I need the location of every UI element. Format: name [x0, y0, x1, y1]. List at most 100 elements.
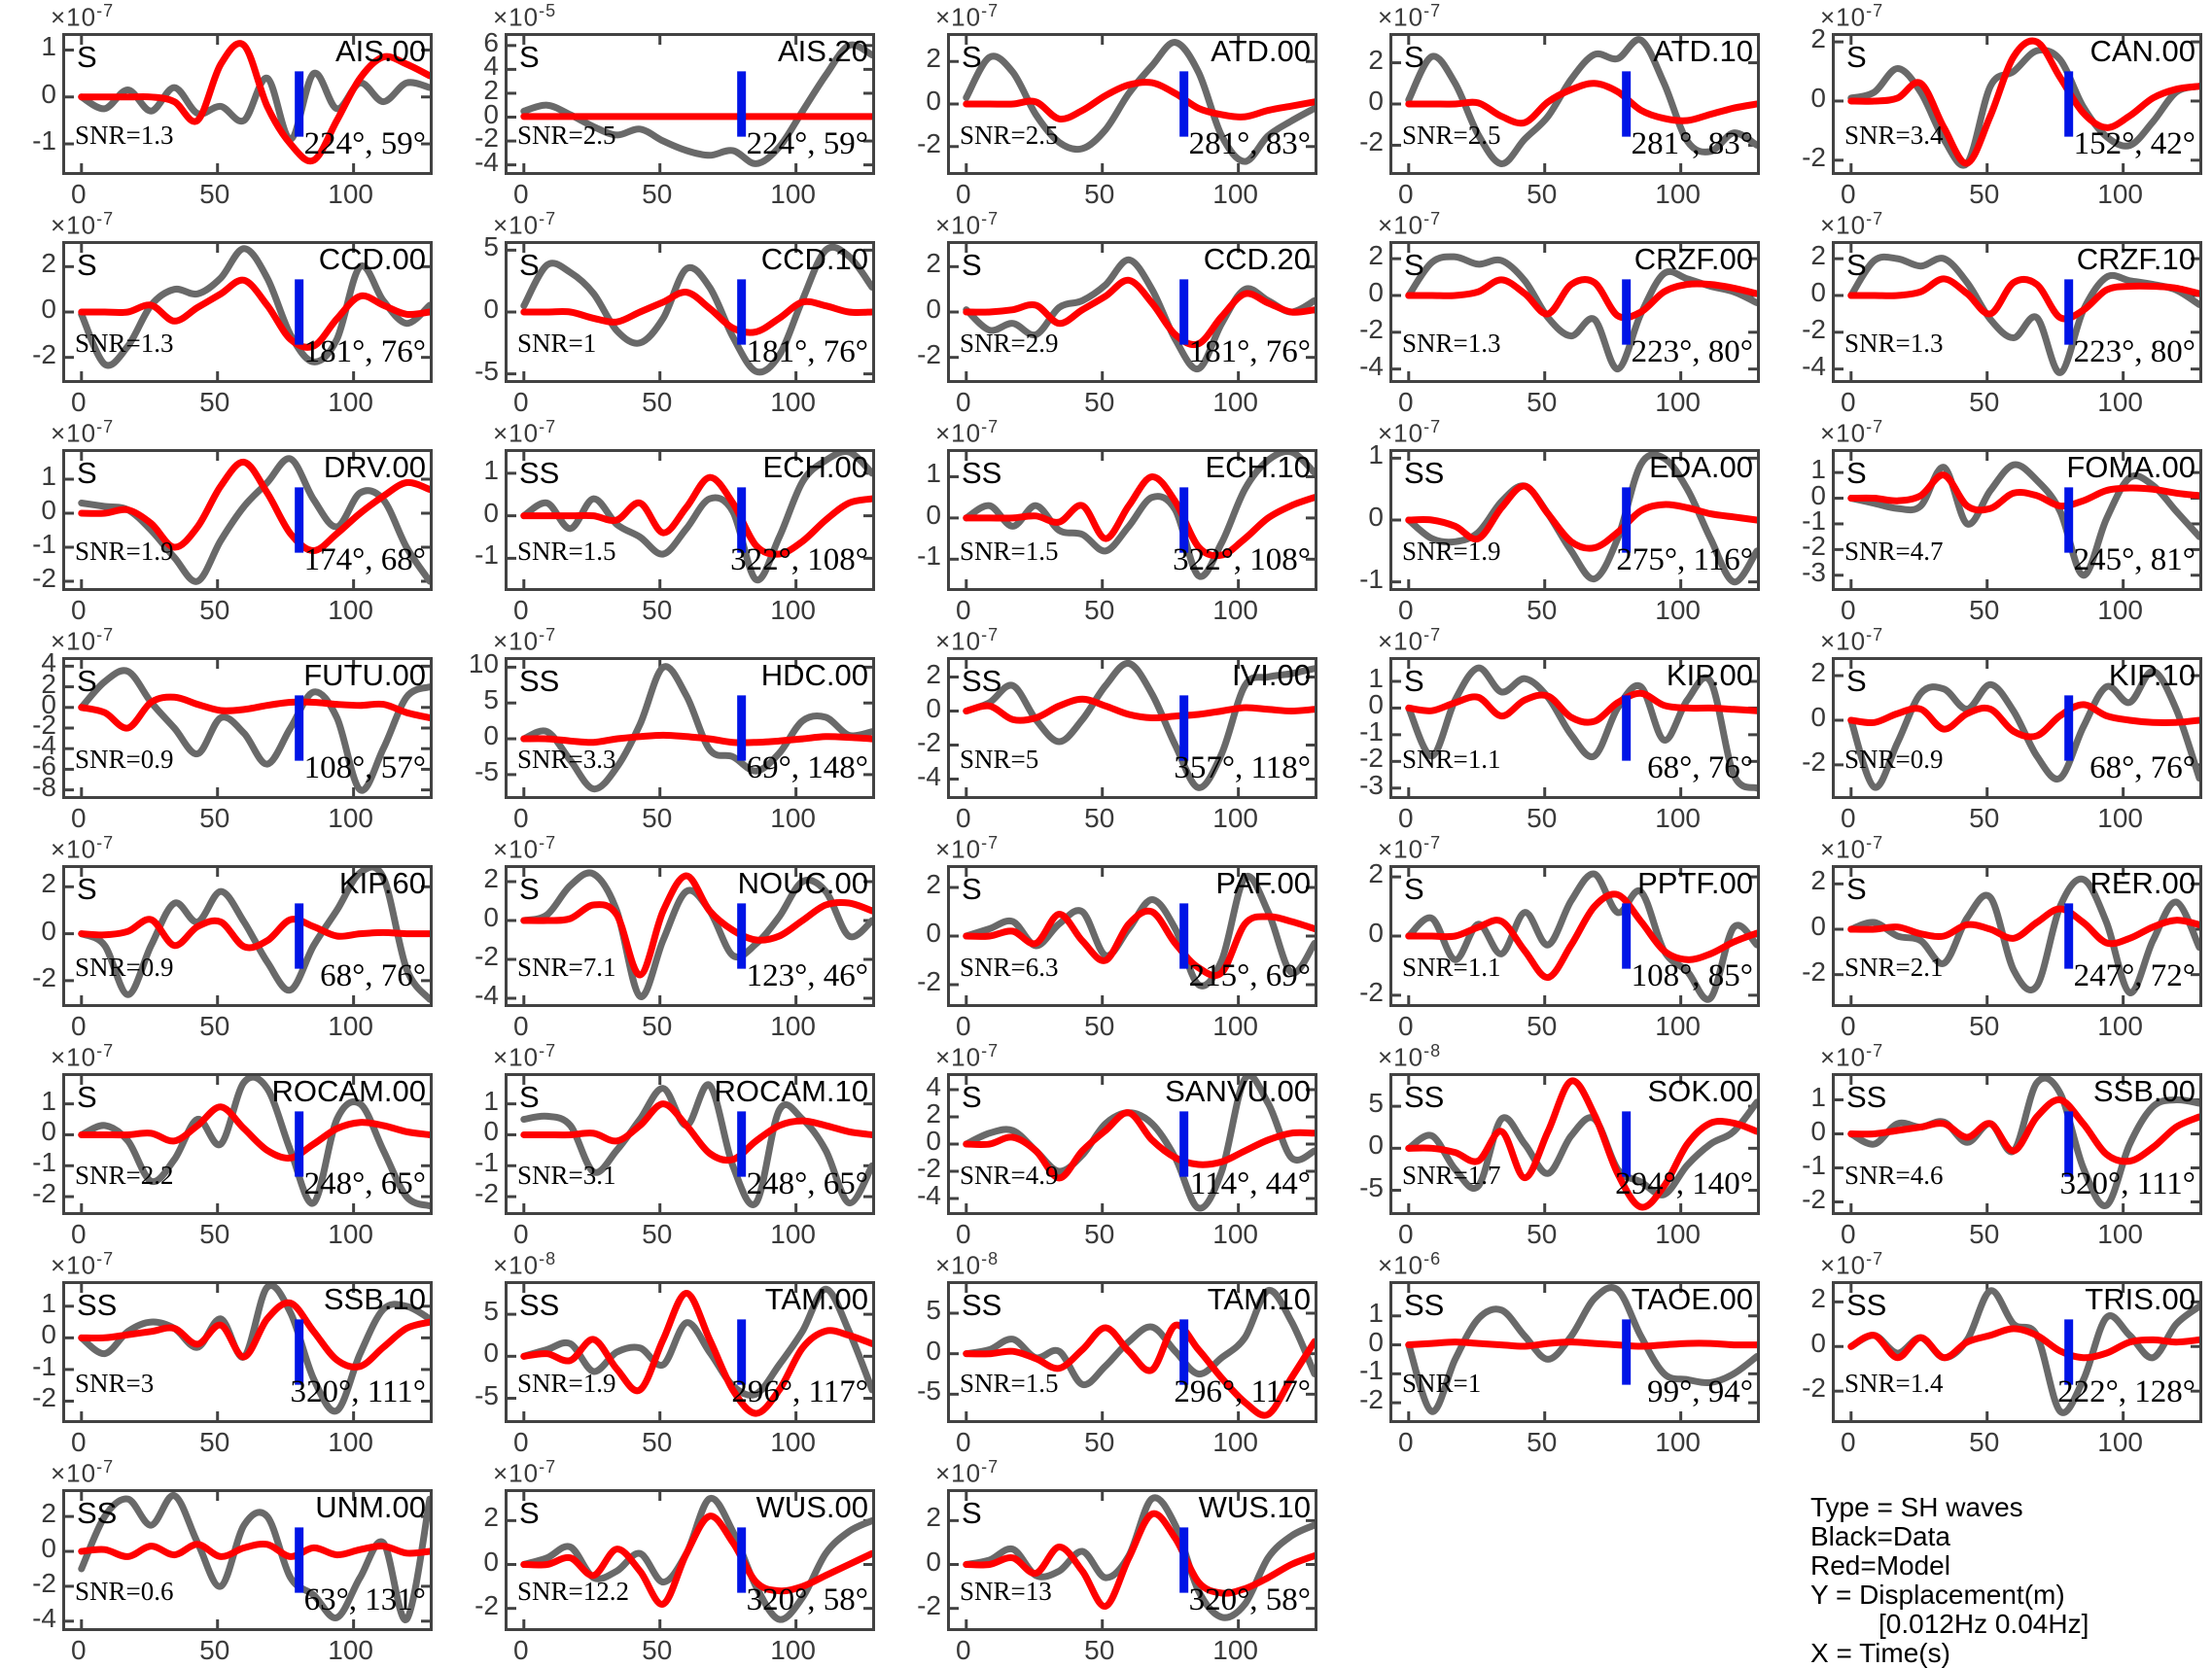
legend-line: [0.012Hz 0.04Hz] [1810, 1610, 2089, 1639]
y-axis-tick-label: 0 [885, 695, 941, 722]
azimuth-distance-label: 224°, 59° [304, 126, 426, 162]
station-label: TAM.00 [765, 1282, 868, 1317]
station-label: AIS.20 [778, 34, 868, 69]
x-axis-tick-label: 50 [199, 1011, 229, 1042]
x-axis-tick-label: 100 [328, 179, 373, 210]
x-axis-tick-label: 100 [2097, 1427, 2143, 1458]
snr-label: SNR=2.9 [960, 329, 1059, 359]
azimuth-distance-label: 320°, 111° [2060, 1166, 2195, 1202]
phase-label: SS [519, 664, 559, 699]
x-axis-tick-label: 0 [1398, 803, 1414, 834]
x-axis-tick-label: 0 [513, 387, 529, 418]
x-axis-tick-label: 0 [513, 1427, 529, 1458]
x-axis-tick-label: 0 [956, 1427, 971, 1458]
y-axis-tick-label: 2 [885, 250, 941, 277]
x-axis-tick-label: 50 [1527, 803, 1557, 834]
x-axis-tick-label: 50 [1084, 1011, 1114, 1042]
azimuth-distance-label: 108°, 85° [1632, 958, 1753, 994]
y-scale-exponent: ×10-7 [51, 625, 114, 657]
x-axis-tick-label: 50 [1969, 1219, 1999, 1250]
plot-box: SS TAOE.00 SNR=1 99°, 94° [1389, 1281, 1760, 1423]
snr-label: SNR=1 [517, 329, 596, 359]
y-axis-tick-label: 1 [1327, 441, 1384, 469]
x-axis-tick-label: 0 [1841, 1427, 1856, 1458]
plot-box: S DRV.00 SNR=1.9 174°, 68° [62, 449, 433, 591]
station-label: PPTF.00 [1637, 866, 1753, 901]
y-axis-tick-label: -2 [1770, 748, 1826, 776]
y-axis-tick-label: -1 [0, 531, 56, 558]
x-axis-tick-label: 50 [1969, 179, 1999, 210]
x-axis-tick-label: 100 [2097, 179, 2143, 210]
x-axis-tick-label: 100 [2097, 595, 2143, 626]
y-axis-tick-label: 1 [1327, 665, 1384, 692]
y-axis-tick-label: 1 [442, 457, 499, 484]
y-axis-tick-label: -2 [1770, 958, 1826, 986]
y-axis-tick-label: -1 [0, 127, 56, 155]
y-axis-tick-label: 2 [885, 1504, 941, 1531]
model-trace [82, 697, 430, 728]
snr-label: SNR=5 [960, 745, 1038, 775]
snr-label: SNR=0.9 [1844, 745, 1944, 775]
y-axis-tick-label: -3 [1770, 559, 1826, 586]
y-scale-exponent: ×10-7 [493, 1457, 556, 1489]
y-scale-exponent: ×10-7 [1820, 833, 1883, 865]
station-label: RER.00 [2089, 866, 2195, 901]
phase-label: S [962, 1496, 982, 1531]
x-axis-tick-label: 0 [1841, 1011, 1856, 1042]
x-axis-tick-label: 100 [1212, 387, 1258, 418]
x-axis-tick-label: 100 [2097, 1011, 2143, 1042]
legend-line: Y = Displacement(m) [1810, 1581, 2089, 1610]
x-axis-tick-label: 100 [770, 1635, 816, 1666]
azimuth-distance-label: 68°, 76° [2089, 750, 2195, 786]
plot-box: S ROCAM.00 SNR=2.2 248°, 65° [62, 1073, 433, 1215]
x-axis-tick-label: 100 [1655, 1427, 1701, 1458]
phase-label: SS [519, 456, 559, 491]
y-scale-exponent: ×10-8 [1378, 1041, 1441, 1073]
plot-box: S CCD.20 SNR=2.9 181°, 76° [947, 241, 1317, 383]
phase-label: S [519, 1496, 540, 1531]
y-axis-tick-label: 0 [1327, 87, 1384, 115]
y-axis-tick-label: 2 [0, 1500, 56, 1527]
phase-label: SS [1846, 1288, 1886, 1323]
station-label: ATD.10 [1653, 34, 1753, 69]
plot-box: S KIP.10 SNR=0.9 68°, 76° [1832, 657, 2202, 799]
x-axis-tick-label: 50 [1527, 1011, 1557, 1042]
x-axis-tick-label: 100 [1212, 1635, 1258, 1666]
y-axis-tick-label: 2 [1770, 242, 1826, 269]
x-axis-tick-label: 0 [956, 1011, 971, 1042]
y-axis-tick-label: -5 [442, 1382, 499, 1409]
x-axis-tick-label: 50 [199, 179, 229, 210]
snr-label: SNR=1 [1402, 1369, 1481, 1399]
x-axis-tick-label: 0 [956, 595, 971, 626]
x-axis-tick-label: 50 [1084, 1427, 1114, 1458]
azimuth-distance-label: 223°, 80° [2074, 334, 2195, 370]
station-label: DRV.00 [324, 450, 426, 485]
plot-box: SS ECH.00 SNR=1.5 322°, 108° [505, 449, 875, 591]
snr-label: SNR=1.3 [1844, 329, 1944, 359]
x-axis-tick-label: 50 [1969, 595, 1999, 626]
y-axis-tick-label: -2 [0, 1570, 56, 1597]
y-axis-tick-label: 2 [885, 661, 941, 688]
snr-label: SNR=1.9 [517, 1369, 616, 1399]
y-axis-tick-label: 1 [1770, 456, 1826, 483]
y-axis-tick-label: -5 [885, 1377, 941, 1405]
x-axis-tick-label: 100 [328, 803, 373, 834]
x-axis-tick-label: 100 [1655, 1011, 1701, 1042]
phase-label: S [77, 664, 97, 699]
snr-label: SNR=2.5 [960, 121, 1059, 151]
phase-label: S [77, 248, 97, 283]
y-axis-tick-label: -2 [885, 1592, 941, 1619]
plot-box: SS TRIS.00 SNR=1.4 222°, 128° [1832, 1281, 2202, 1423]
y-axis-tick-label: 10 [442, 650, 499, 678]
x-axis-tick-label: 0 [956, 387, 971, 418]
x-axis-tick-label: 50 [1527, 1219, 1557, 1250]
y-axis-tick-label: 0 [442, 904, 499, 931]
y-scale-exponent: ×10-7 [493, 833, 556, 865]
